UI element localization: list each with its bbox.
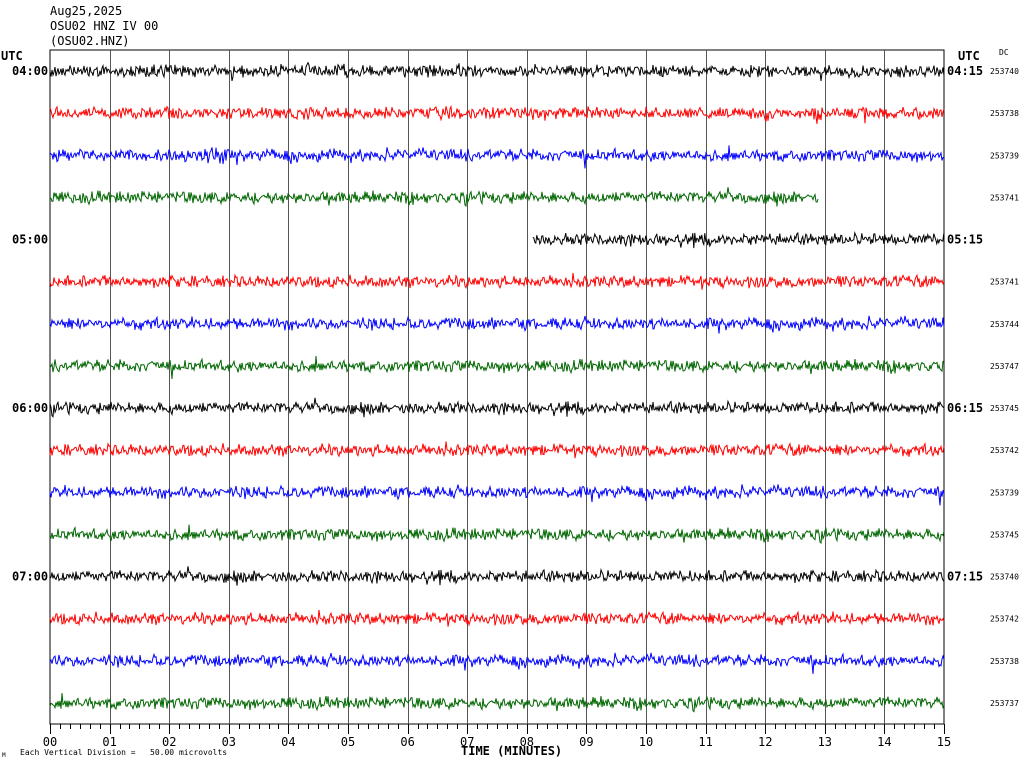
- header-date: Aug25,2025: [50, 4, 123, 18]
- trace-9: [49, 441, 945, 459]
- plot-frame: [49, 49, 945, 725]
- row-dc-offset: 253739: [990, 151, 1019, 160]
- x-tick-label: 15: [937, 735, 951, 749]
- row-dc-offset: 253742: [990, 446, 1019, 455]
- x-tick-label: 09: [579, 735, 593, 749]
- x-tick-label: 04: [281, 735, 295, 749]
- row-dc-offset: 253740: [990, 67, 1019, 76]
- row-start-time: 07:00: [12, 570, 48, 584]
- row-dc-offset: 253738: [990, 657, 1019, 666]
- trace-2: [49, 145, 944, 169]
- row-dc-offset: 253747: [990, 362, 1019, 371]
- trace-8: [49, 397, 945, 418]
- header-station: OSU02 HNZ IV 00: [50, 19, 159, 33]
- x-tick-label: 02: [162, 735, 176, 749]
- row-dc-offset: 253741: [990, 278, 1019, 287]
- trace-1: [49, 104, 945, 124]
- x-tick-label: 12: [758, 735, 772, 749]
- row-dc-offset: 253744: [990, 320, 1019, 329]
- row-dc-offset: 253741: [990, 193, 1019, 202]
- utc-left-label: UTC: [1, 49, 23, 63]
- trace-11: [49, 524, 945, 545]
- row-dc-offset: 253740: [990, 573, 1019, 582]
- trace-12: [49, 566, 945, 586]
- footer-mark: M: [2, 752, 6, 759]
- x-axis-label: TIME (MINUTES): [461, 744, 563, 758]
- x-tick-label: 14: [877, 735, 891, 749]
- row-dc-offset: 253737: [990, 699, 1019, 708]
- row-start-time: 06:00: [12, 401, 48, 415]
- x-tick-label: 01: [102, 735, 116, 749]
- x-tick-label: 11: [698, 735, 712, 749]
- x-tick-label: 05: [341, 735, 355, 749]
- trace-5: [49, 272, 945, 290]
- x-tick-label: 03: [222, 735, 236, 749]
- trace-6: [49, 315, 945, 334]
- trace-0: [49, 61, 945, 82]
- x-tick-label: 10: [639, 735, 653, 749]
- x-tick-label: 08: [520, 735, 534, 749]
- trace-14: [49, 652, 945, 674]
- row-end-time: 04:15: [947, 64, 983, 78]
- row-dc-offset: 253742: [990, 615, 1019, 624]
- row-dc-offset: 253739: [990, 488, 1019, 497]
- header-channel: (OSU02.HNZ): [50, 34, 130, 48]
- row-start-time: 05:00: [12, 233, 48, 247]
- row-dc-offset: 253745: [990, 404, 1019, 413]
- trace-10: [49, 484, 945, 506]
- x-tick-label: 06: [400, 735, 414, 749]
- trace-15: [49, 693, 945, 713]
- vertical-division-note: Each Vertical Division = 50.00 microvolt…: [20, 748, 228, 757]
- row-end-time: 05:15: [947, 233, 983, 247]
- trace-3: [49, 187, 819, 208]
- x-tick-label: 07: [460, 735, 474, 749]
- x-tick-label: 13: [818, 735, 832, 749]
- row-dc-offset: 253745: [990, 530, 1019, 539]
- row-end-time: 07:15: [947, 570, 983, 584]
- x-tick-label: 00: [43, 735, 57, 749]
- trace-7: [49, 355, 945, 380]
- row-dc-offset: 253738: [990, 109, 1019, 118]
- trace-13: [49, 609, 945, 627]
- utc-right-label: UTC: [958, 49, 980, 63]
- dc-column-label: DC: [999, 48, 1009, 57]
- row-start-time: 04:00: [12, 64, 48, 78]
- trace-4: [532, 230, 945, 249]
- row-end-time: 06:15: [947, 401, 983, 415]
